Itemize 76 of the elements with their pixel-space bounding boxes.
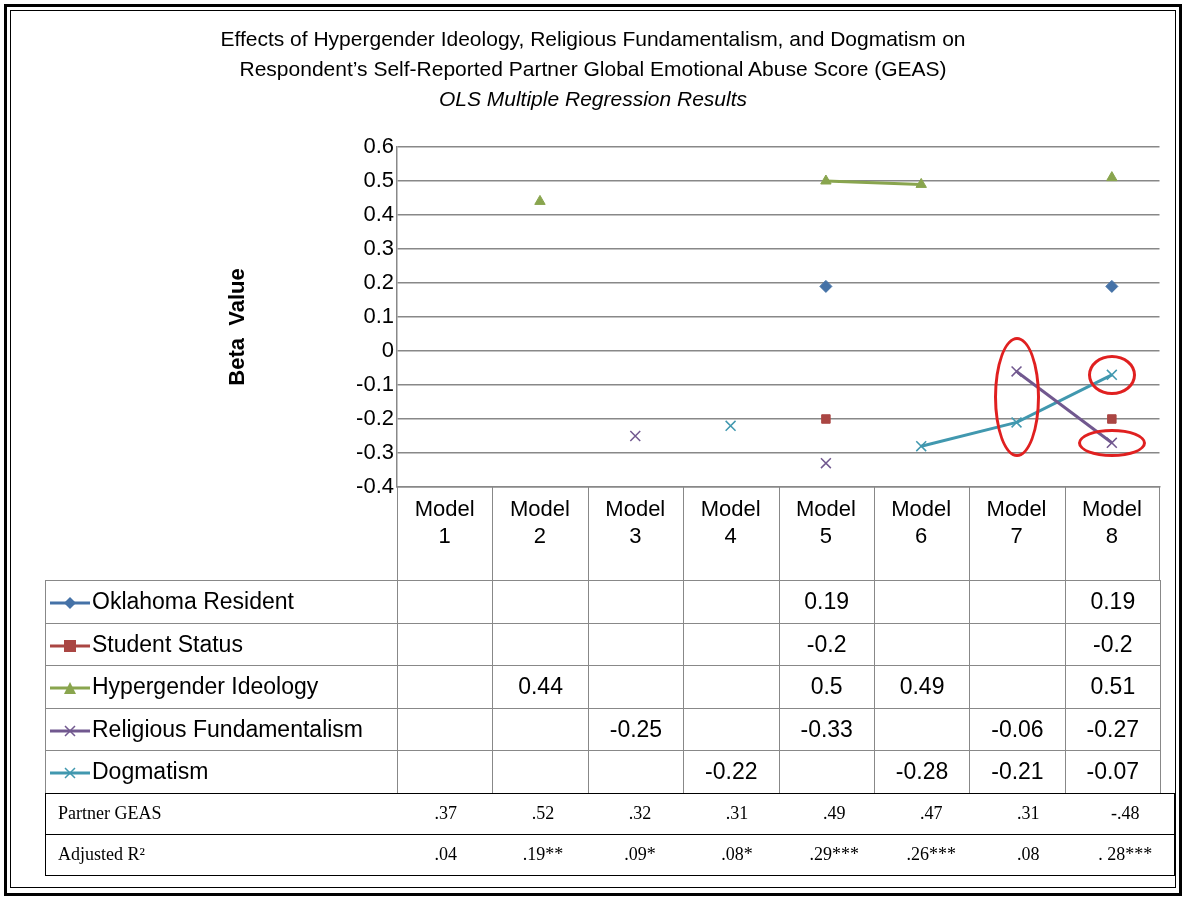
text: Adjusted R² [45, 834, 398, 875]
point [819, 279, 833, 293]
point [820, 457, 832, 469]
legend-label: Dogmatism [45, 750, 398, 793]
y-tick-label: 0.1 [363, 303, 394, 329]
x-tick-label: Model 3 [605, 496, 666, 548]
x-tick-label: Model 5 [795, 496, 856, 548]
point [1010, 416, 1023, 429]
point [1010, 365, 1023, 378]
data-label: -0.22 [683, 750, 779, 793]
x-tick-label: Model 1 [414, 496, 475, 548]
text: .31 [689, 793, 787, 834]
point [1107, 414, 1117, 424]
text: .52 [494, 793, 592, 834]
y-tick-label: 0.6 [363, 133, 394, 159]
y-axis-title: Beta Value [224, 267, 250, 388]
data-label: -0.2 [779, 623, 875, 666]
text: .26*** [883, 834, 981, 875]
y-tick-label: 0.4 [363, 201, 394, 227]
text: -.48 [1077, 793, 1175, 834]
y-tick-label: 0.5 [363, 167, 394, 193]
y-tick-label: -0.1 [356, 371, 394, 397]
text: .19** [494, 834, 592, 875]
y-tick-label: 0.3 [363, 235, 394, 261]
x-tick-label: Model 7 [986, 496, 1047, 548]
y-tick-label: 0 [381, 337, 394, 363]
data-label: -0.28 [874, 750, 970, 793]
data-label: 0.19 [779, 580, 875, 623]
x-tick-label: Model 8 [1081, 496, 1142, 548]
data-label: 0.51 [1065, 665, 1161, 708]
point [1106, 171, 1118, 182]
y-tick-label: -0.3 [356, 439, 394, 465]
point [915, 177, 927, 188]
data-label: 0.5 [779, 665, 875, 708]
data-label: 0.19 [1065, 580, 1161, 623]
text: .32 [591, 793, 690, 834]
y-tick-label: 0.2 [363, 269, 394, 295]
chart-subtitle: OLS Multiple Regression Results [437, 86, 749, 112]
data-label: -0.25 [588, 708, 684, 751]
legend-label: Hypergender Ideology [45, 665, 398, 708]
data-label: -0.27 [1065, 708, 1161, 751]
point [821, 414, 831, 424]
text: .37 [397, 793, 495, 834]
point [820, 174, 832, 185]
text: .31 [980, 793, 1078, 834]
data-label: 0.49 [874, 665, 970, 708]
data-label: -0.2 [1065, 623, 1161, 666]
legend-label: Religious Fundamentalism [45, 708, 398, 751]
text: . 28*** [1077, 834, 1175, 875]
x-tick-label: Model 4 [700, 496, 761, 548]
data-label: -0.33 [779, 708, 875, 751]
point [724, 420, 737, 432]
text: .49 [786, 793, 884, 834]
point [629, 430, 641, 442]
chart-title: Effects of Hypergender Ideology, Religious Fundamentalism, and Dogmatism on Respondent’s Self-Reported Partner Global Emotional Abuse Score (GEAS) [219, 26, 967, 82]
legend-label: Oklahoma Resident [45, 580, 398, 623]
point [1106, 437, 1118, 449]
text: Partner GEAS [45, 793, 398, 834]
text: .29*** [786, 834, 884, 875]
data-label: -0.07 [1065, 750, 1161, 793]
x-tick-label: Model 6 [891, 496, 952, 548]
y-tick-label: -0.4 [356, 473, 394, 499]
text: .08 [980, 834, 1078, 875]
text: .47 [883, 793, 981, 834]
data-label: -0.21 [969, 750, 1066, 793]
text: .04 [397, 834, 495, 875]
y-tick-label: -0.2 [356, 405, 394, 431]
data-label: 0.44 [492, 665, 589, 708]
point [915, 440, 927, 452]
x-tick-label: Model 2 [510, 496, 570, 548]
text: .08* [689, 834, 787, 875]
text: .09* [591, 834, 690, 875]
point [1105, 279, 1119, 293]
point [534, 194, 546, 205]
data-label: -0.06 [969, 708, 1066, 751]
legend-label: Student Status [45, 623, 398, 666]
